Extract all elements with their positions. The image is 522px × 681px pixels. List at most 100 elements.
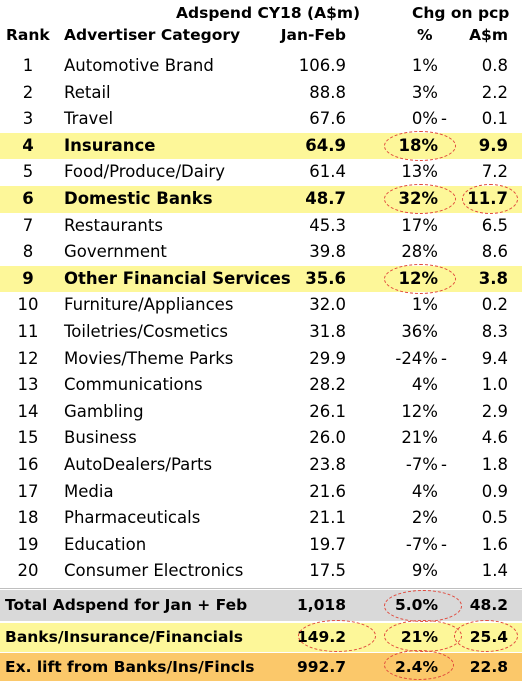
category-cell: Food/Produce/Dairy: [64, 162, 225, 182]
value-cell: 45.3: [309, 215, 346, 235]
category-cell: Business: [64, 428, 137, 448]
rank-cell: 20: [17, 561, 39, 581]
value-cell: 21.6: [309, 481, 346, 501]
category-cell: Pharmaceuticals: [64, 508, 201, 528]
rank-cell: 6: [22, 189, 34, 208]
value-cell: 88.8: [309, 82, 346, 102]
annotation-oval: [384, 264, 456, 294]
dash-cell: -: [441, 534, 447, 554]
pct-change-cell: 9%: [411, 561, 438, 581]
category-cell: Media: [64, 481, 114, 501]
amt-change-cell: 1.8: [481, 455, 508, 474]
amt-change-cell: 0.8: [481, 56, 508, 75]
category-cell: Movies/Theme Parks: [64, 348, 234, 368]
pct-change-cell: -24%: [395, 348, 438, 368]
pct-change-cell: 0%: [411, 109, 438, 129]
annotation-oval: [454, 620, 518, 652]
category-cell: Communications: [64, 375, 203, 395]
table-row: 10 Furniture/Appliances 32.0 1% 0.2: [0, 292, 522, 319]
value-cell: 17.5: [309, 561, 346, 581]
rank-cell: 1: [22, 56, 34, 75]
amt-change-cell: 9.4: [481, 348, 508, 368]
header-adspend-group: Adspend CY18 (A$m): [176, 4, 361, 22]
table-row: 2 Retail 88.8 3% 2.2: [0, 80, 522, 107]
value-cell: 21.1: [309, 508, 346, 528]
pct-change-cell: -7%: [405, 534, 438, 554]
pct-change-cell: 4%: [411, 481, 438, 501]
annotation-oval: [384, 620, 462, 652]
pct-change-cell: 2%: [411, 508, 438, 528]
pct-change-cell: 28%: [401, 242, 438, 262]
category-cell: Automotive Brand: [64, 56, 214, 75]
table-row: 14 Gambling 26.1 12% 2.9: [0, 399, 522, 426]
category-cell: Toiletries/Cosmetics: [64, 322, 228, 341]
amt-change-cell: 6.5: [481, 215, 508, 235]
amt-change-cell: 4.6: [481, 428, 508, 448]
table-row: 13 Communications 28.2 4% 1.0: [0, 372, 522, 399]
summary-amt: 48.2: [469, 596, 508, 614]
rank-cell: 2: [22, 82, 34, 102]
pct-change-cell: 21%: [401, 428, 438, 448]
value-cell: 64.9: [305, 135, 346, 155]
rank-cell: 7: [22, 215, 34, 235]
table-row: 15 Business 26.0 21% 4.6: [0, 425, 522, 452]
rank-cell: 10: [17, 295, 39, 315]
value-cell: 32.0: [309, 295, 346, 315]
pct-change-cell: 1%: [411, 295, 438, 315]
amt-change-cell: 2.2: [481, 82, 508, 102]
header-period: Jan-Feb: [280, 26, 346, 44]
value-cell: 35.6: [305, 268, 346, 288]
category-cell: Gambling: [64, 401, 144, 421]
table-row: 1 Automotive Brand 106.9 1% 0.8: [0, 53, 522, 80]
pct-change-cell: 3%: [411, 82, 438, 102]
value-cell: 28.2: [309, 375, 346, 395]
rank-cell: 5: [22, 162, 34, 182]
amt-change-cell: 0.9: [481, 481, 508, 501]
value-cell: 31.8: [309, 322, 346, 341]
table-row: 11 Toiletries/Cosmetics 31.8 36% 8.3: [0, 319, 522, 346]
header-pct: %: [417, 26, 433, 44]
table-row: 18 Pharmaceuticals 21.1 2% 0.5: [0, 505, 522, 532]
rank-cell: 19: [17, 534, 39, 554]
value-cell: 19.7: [309, 534, 346, 554]
rank-cell: 13: [17, 375, 39, 395]
summary-divider: [0, 588, 522, 589]
table-row: 19 Education 19.7 -7% - 1.6: [0, 532, 522, 559]
value-cell: 106.9: [298, 56, 346, 75]
amt-change-cell: 3.8: [478, 268, 508, 288]
dash-cell: -: [441, 455, 447, 474]
pct-change-cell: -7%: [405, 455, 438, 474]
category-cell: Education: [64, 534, 147, 554]
pct-change-cell: 12%: [401, 401, 438, 421]
header-category: Advertiser Category: [64, 26, 241, 44]
category-cell: Travel: [64, 109, 114, 129]
table-row: 16 AutoDealers/Parts 23.8 -7% - 1.8: [0, 452, 522, 479]
summary-value: 992.7: [296, 658, 346, 676]
category-cell: Retail: [64, 82, 111, 102]
annotation-oval: [384, 131, 456, 161]
amt-change-cell: 0.2: [481, 295, 508, 315]
pct-change-cell: 13%: [401, 162, 438, 182]
amt-change-cell: 7.2: [481, 162, 508, 182]
amt-change-cell: 1.6: [481, 534, 508, 554]
summary-amt: 22.8: [469, 658, 508, 676]
annotation-oval: [298, 620, 376, 652]
summary-value: 1,018: [296, 596, 346, 614]
summary-label: Total Adspend for Jan + Feb: [5, 596, 248, 614]
value-cell: 48.7: [305, 189, 346, 208]
annotation-oval: [384, 590, 462, 622]
table-row: 17 Media 21.6 4% 0.9: [0, 479, 522, 506]
amt-change-cell: 1.4: [481, 561, 508, 581]
amt-change-cell: 2.9: [481, 401, 508, 421]
rank-cell: 17: [17, 481, 39, 501]
rank-cell: 12: [17, 348, 39, 368]
category-cell: Government: [64, 242, 167, 262]
summary-label: Ex. lift from Banks/Ins/Fincls: [5, 658, 255, 676]
pct-change-cell: 4%: [411, 375, 438, 395]
rank-cell: 4: [22, 135, 34, 155]
category-cell: Insurance: [64, 135, 156, 155]
amt-change-cell: 1.0: [481, 375, 508, 395]
amt-change-cell: 9.9: [478, 135, 508, 155]
annotation-oval: [462, 184, 518, 214]
value-cell: 39.8: [309, 242, 346, 262]
